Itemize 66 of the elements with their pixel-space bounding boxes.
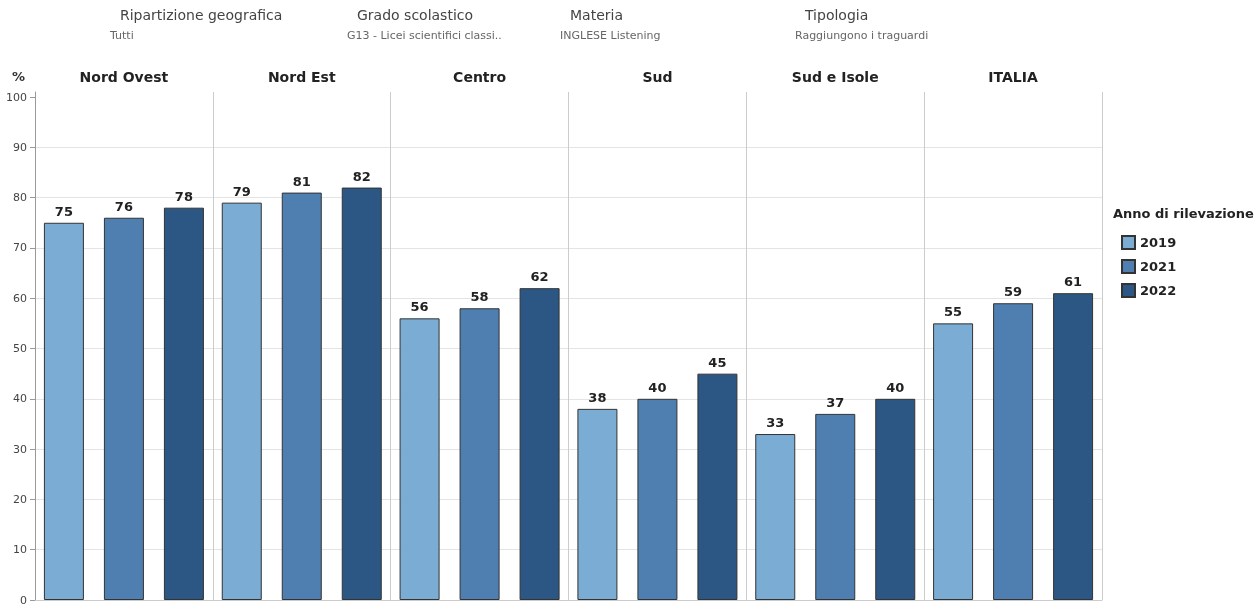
data-label: 40 xyxy=(886,379,905,395)
y-tick-label: 40 xyxy=(13,392,27,406)
legend-label: 2019 xyxy=(1140,235,1177,250)
bar xyxy=(697,373,738,600)
legend-label: 2022 xyxy=(1140,283,1177,298)
bar xyxy=(281,192,322,600)
data-label: 76 xyxy=(114,198,133,214)
bar xyxy=(399,318,440,600)
data-label: 40 xyxy=(648,379,667,395)
data-label: 78 xyxy=(174,188,193,204)
y-tick-label: 100 xyxy=(6,90,27,104)
y-tick-label: 10 xyxy=(13,543,27,557)
y-tick-label: 80 xyxy=(13,191,27,205)
data-label: 75 xyxy=(54,203,73,219)
text: Ripartizione geografica xyxy=(120,7,283,23)
bar xyxy=(577,408,618,600)
data-label: 61 xyxy=(1064,274,1083,290)
x-tick-label: ITALIA xyxy=(988,69,1038,85)
x-tick-label: Sud xyxy=(642,69,673,85)
y-tick-label: 50 xyxy=(13,342,27,356)
text: Raggiungono i traguardi xyxy=(795,29,929,42)
data-label: 38 xyxy=(588,389,607,405)
legend-title: Anno di rilevazione xyxy=(1113,206,1254,221)
x-tick-label: Nord Est xyxy=(267,69,336,85)
data-label: 55 xyxy=(944,304,963,320)
data-label: 62 xyxy=(530,269,549,285)
bar xyxy=(755,434,796,600)
bar xyxy=(43,222,84,600)
y-tick-label: 30 xyxy=(13,442,27,456)
x-tick-label: Nord Ovest xyxy=(79,69,169,85)
bar xyxy=(875,398,916,600)
bar xyxy=(341,187,382,600)
bar xyxy=(815,413,856,600)
text: INGLESE Listening xyxy=(560,29,661,42)
x-tick-label: Centro xyxy=(453,69,507,85)
legend-label: 2021 xyxy=(1140,259,1177,274)
text: G13 - Licei scientifici classi.. xyxy=(347,29,502,42)
text: Tutti xyxy=(109,29,134,42)
text: Tipologia xyxy=(804,7,869,23)
data-label: 56 xyxy=(410,299,429,315)
data-label: 45 xyxy=(708,354,727,370)
text: Grado scolastico xyxy=(357,7,474,23)
x-tick-label: Sud e Isole xyxy=(791,69,879,85)
bar xyxy=(933,323,974,600)
data-label: 79 xyxy=(232,183,251,199)
data-label: 81 xyxy=(292,173,311,189)
y-tick-label: 90 xyxy=(13,140,27,154)
data-label: 37 xyxy=(826,394,845,410)
data-label: 59 xyxy=(1004,284,1023,300)
bar xyxy=(637,398,678,600)
y-tick-label: 0 xyxy=(20,593,27,607)
y-tick-label: 70 xyxy=(13,241,27,255)
y-tick-label: 20 xyxy=(13,492,27,506)
bar xyxy=(103,217,144,600)
data-label: 33 xyxy=(766,415,785,431)
data-label: 82 xyxy=(352,168,371,184)
bar xyxy=(221,202,262,600)
bar xyxy=(459,308,500,600)
y-tick-label: 60 xyxy=(13,291,27,305)
bar xyxy=(1053,293,1094,600)
data-label: 58 xyxy=(470,289,489,305)
bar xyxy=(519,288,560,600)
text: Materia xyxy=(570,7,623,23)
y-axis-title: % xyxy=(12,69,26,84)
bar xyxy=(993,303,1034,600)
bar xyxy=(163,207,204,600)
